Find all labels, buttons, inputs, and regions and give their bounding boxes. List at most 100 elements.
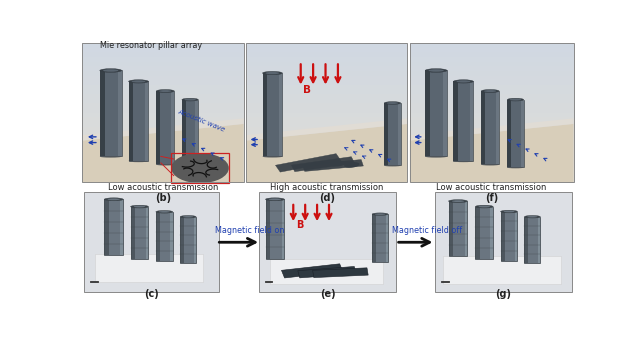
Bar (246, 113, 408, 117)
Bar (83, 57, 244, 62)
Bar (83, 159, 244, 164)
Bar (246, 173, 408, 178)
Polygon shape (104, 199, 109, 255)
Bar (246, 150, 408, 154)
Bar (83, 141, 244, 145)
Bar (410, 43, 573, 183)
Ellipse shape (269, 198, 281, 200)
Bar (83, 66, 244, 71)
Polygon shape (425, 71, 430, 156)
Ellipse shape (132, 80, 145, 82)
Text: Magnetic field on: Magnetic field on (215, 226, 284, 235)
Bar (83, 150, 244, 154)
Polygon shape (129, 81, 133, 161)
Bar (246, 66, 408, 71)
Ellipse shape (134, 206, 145, 208)
Bar (410, 136, 573, 141)
Bar (410, 127, 573, 131)
Bar (129, 81, 148, 161)
Bar (246, 80, 408, 85)
Polygon shape (131, 207, 135, 259)
Ellipse shape (456, 80, 470, 82)
Ellipse shape (372, 213, 388, 215)
Ellipse shape (156, 211, 173, 213)
Ellipse shape (182, 98, 198, 101)
Polygon shape (298, 266, 356, 278)
Bar (246, 154, 408, 159)
Bar (246, 136, 408, 141)
Bar (410, 90, 573, 94)
Bar (83, 76, 244, 80)
Bar (246, 164, 408, 168)
Ellipse shape (425, 155, 447, 158)
Bar (410, 141, 573, 145)
Bar (83, 90, 244, 94)
Ellipse shape (103, 69, 118, 72)
Bar (410, 178, 573, 183)
Polygon shape (275, 154, 341, 172)
Polygon shape (120, 199, 123, 255)
Bar (372, 214, 388, 262)
Bar (246, 159, 408, 164)
Text: (e): (e) (320, 289, 335, 299)
Polygon shape (262, 73, 267, 156)
Bar (410, 48, 573, 52)
Polygon shape (397, 103, 401, 166)
Polygon shape (182, 100, 186, 167)
Bar (246, 122, 408, 127)
Ellipse shape (108, 198, 120, 200)
Ellipse shape (481, 90, 499, 93)
Text: Magnetic field off: Magnetic field off (392, 226, 462, 235)
Bar (410, 71, 573, 76)
Bar (410, 99, 573, 103)
Ellipse shape (384, 164, 401, 167)
Bar (156, 91, 174, 165)
Bar (410, 117, 573, 122)
Bar (410, 131, 573, 136)
Polygon shape (372, 214, 376, 262)
Bar (83, 43, 244, 183)
Bar (259, 192, 396, 292)
Bar (410, 154, 573, 159)
Polygon shape (312, 268, 368, 277)
Bar (83, 164, 244, 168)
Bar (384, 103, 401, 166)
Bar (410, 108, 573, 113)
Ellipse shape (524, 216, 540, 218)
Polygon shape (180, 217, 184, 263)
Text: Low acoustic transmission: Low acoustic transmission (108, 183, 218, 192)
Bar (246, 127, 408, 131)
Ellipse shape (129, 80, 148, 83)
Bar (84, 192, 219, 292)
Ellipse shape (100, 155, 122, 158)
Polygon shape (386, 214, 388, 262)
Bar (83, 154, 244, 159)
Ellipse shape (476, 205, 493, 208)
Bar (246, 71, 408, 76)
Bar (449, 201, 467, 256)
Bar (180, 217, 196, 263)
Bar (410, 150, 573, 154)
Text: High acoustic transmission: High acoustic transmission (270, 183, 383, 192)
Bar (443, 256, 561, 284)
Bar (246, 90, 408, 94)
Polygon shape (384, 103, 388, 166)
Bar (410, 164, 573, 168)
Bar (476, 207, 493, 259)
Bar (83, 136, 244, 141)
Ellipse shape (156, 163, 174, 166)
Ellipse shape (159, 90, 172, 92)
Bar (95, 254, 203, 282)
Bar (246, 94, 408, 99)
Circle shape (172, 153, 229, 183)
Bar (410, 66, 573, 71)
Bar (246, 62, 408, 66)
Bar (246, 131, 408, 136)
Bar (104, 199, 123, 255)
Ellipse shape (500, 210, 518, 213)
Bar (410, 80, 573, 85)
Bar (410, 85, 573, 90)
Bar (83, 52, 244, 57)
Bar (83, 173, 244, 178)
Bar (246, 168, 408, 173)
